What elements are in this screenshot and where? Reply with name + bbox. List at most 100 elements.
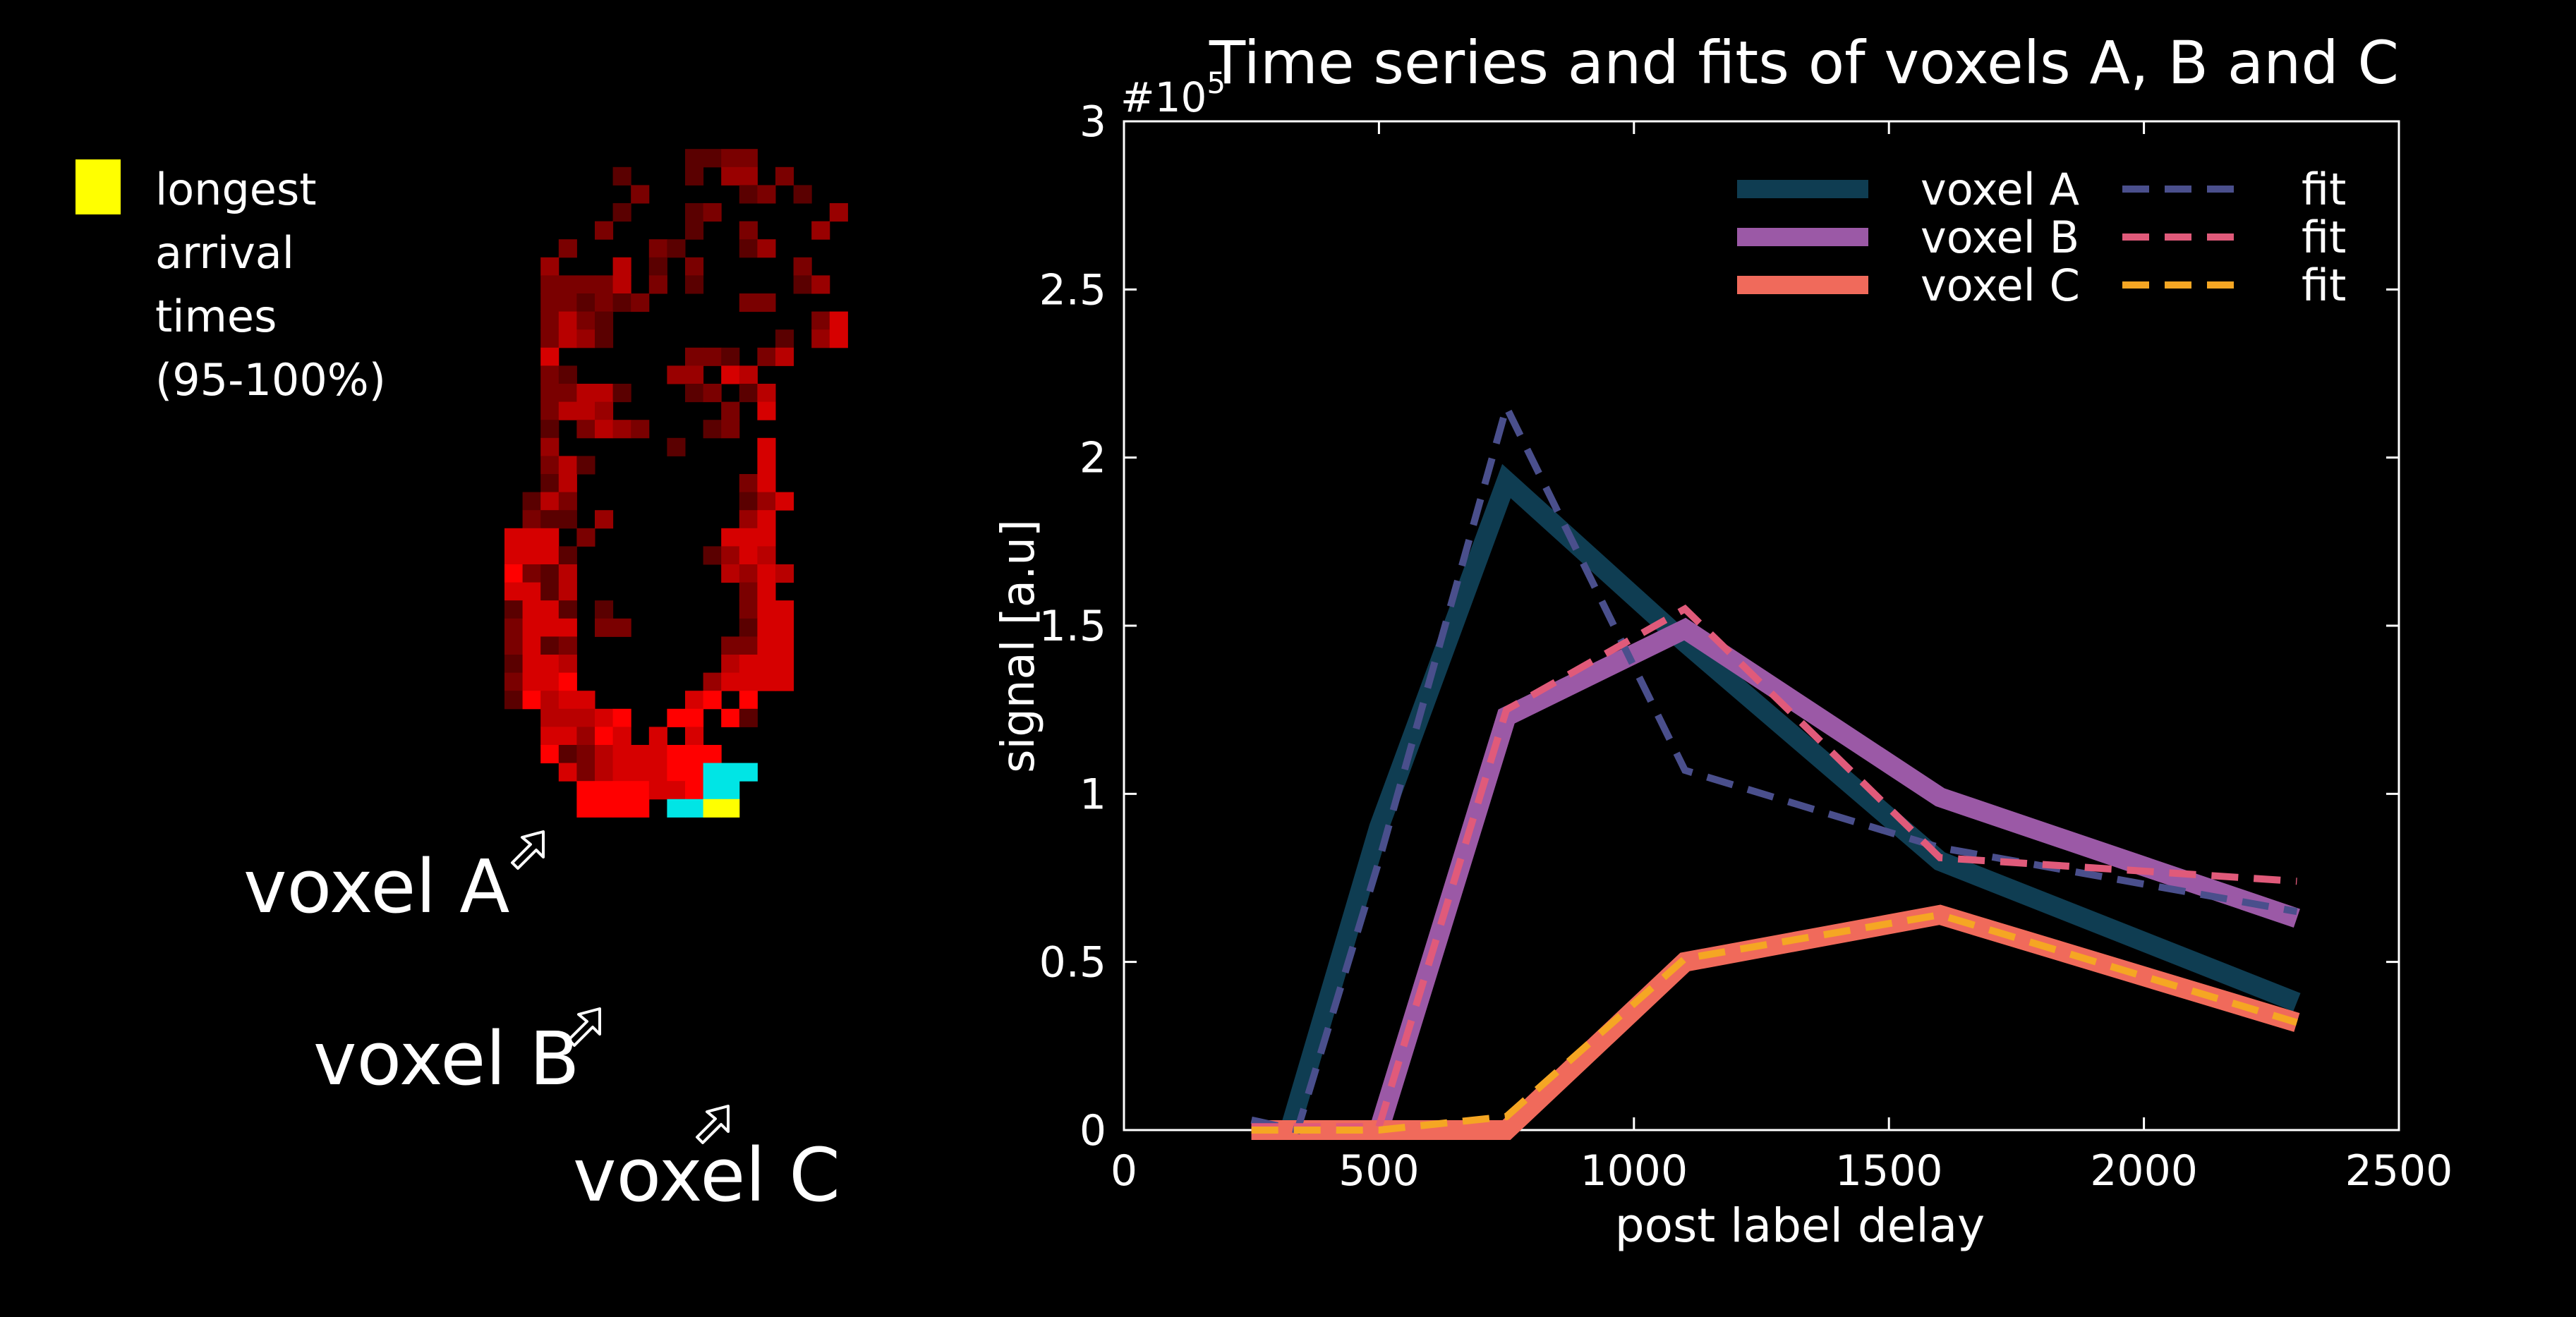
- voxel-cell: [811, 221, 830, 240]
- voxel-cell: [540, 474, 560, 493]
- voxel-cell: [811, 311, 830, 330]
- voxel-cell: [540, 546, 560, 565]
- voxel-cell: [522, 672, 541, 691]
- voxel-cell: [703, 149, 722, 168]
- voxel-cell: [558, 384, 577, 403]
- voxel-cell: [540, 636, 560, 655]
- voxel-cell: [504, 564, 524, 583]
- voxel-cell: [721, 401, 740, 420]
- voxel-cell: [522, 600, 541, 619]
- voxel-cell: [612, 708, 631, 727]
- voxel-cell: [775, 636, 794, 655]
- voxel-cell: [757, 510, 776, 529]
- voxel-cell: [775, 672, 794, 691]
- voxel-cell: [757, 492, 776, 511]
- legend-label-line-1: longest: [155, 164, 317, 215]
- legend-label-fit-voxel-c: fit: [2302, 260, 2346, 311]
- voxel-cell: [576, 763, 595, 782]
- voxel-map: [504, 149, 848, 1144]
- legend-label-line-2: arrival: [155, 227, 295, 279]
- voxel-cell: [739, 185, 758, 204]
- voxel-cell: [522, 492, 541, 511]
- voxel-cell: [540, 401, 560, 420]
- voxel-cell: [648, 275, 667, 294]
- y-axis-multiplier: #105: [1120, 66, 1226, 121]
- series-line-voxel-b: [1251, 617, 2300, 1140]
- voxel-cell: [540, 510, 560, 529]
- voxel-cell: [703, 347, 722, 366]
- voxel-cell: [631, 763, 650, 782]
- voxel-cell: [739, 672, 758, 691]
- y-axis-multiplier-base: #10: [1120, 73, 1207, 121]
- voxel-cell: [558, 564, 577, 583]
- voxel-cell: [540, 600, 560, 619]
- y-tick-label: 1: [1080, 770, 1106, 819]
- voxel-cell: [757, 401, 776, 420]
- voxel-cell: [558, 293, 577, 312]
- voxel-cell: [595, 799, 614, 818]
- y-tick-label: 3: [1080, 97, 1106, 147]
- voxel-cell: [504, 672, 524, 691]
- voxel-cell: [757, 528, 776, 547]
- voxel-cell: [739, 564, 758, 583]
- voxel-cell: [540, 672, 560, 691]
- series-line-fit-voxel-c: [1251, 911, 2298, 1134]
- voxel-cell: [685, 708, 704, 727]
- voxel-cell: [757, 618, 776, 637]
- y-axis-multiplier-exponent: 5: [1207, 66, 1226, 100]
- voxel-cell: [558, 329, 577, 348]
- voxel-b-arrow: [567, 1007, 601, 1047]
- voxel-cell: [576, 275, 595, 294]
- voxel-cell: [739, 636, 758, 655]
- voxel-cell: [685, 347, 704, 366]
- voxel-c-arrow: [696, 1105, 730, 1144]
- voxel-cell: [612, 727, 631, 746]
- voxel-cell: [685, 691, 704, 710]
- voxel-cell: [775, 166, 794, 186]
- voxel-cell: [829, 203, 848, 222]
- voxel-cell: [612, 203, 631, 222]
- voxel-cell: [685, 384, 704, 403]
- voxel-cell: [595, 401, 614, 420]
- voxel-cell: [576, 745, 595, 764]
- voxel-cell: [648, 781, 667, 800]
- voxel-cell: [522, 564, 541, 583]
- voxel-cell: [504, 582, 524, 601]
- voxel-cell: [631, 293, 650, 312]
- voxel-cell: [721, 528, 740, 547]
- voxel-cell: [558, 546, 577, 565]
- voxel-cell: [685, 275, 704, 294]
- voxel-cell: [721, 655, 740, 674]
- voxel-cell: [558, 691, 577, 710]
- voxel-cell: [595, 275, 614, 294]
- voxel-cell: [721, 672, 740, 691]
- voxel-cell: [595, 311, 614, 330]
- voxel-cell: [576, 329, 595, 348]
- y-tick-label: 0.5: [1039, 938, 1106, 988]
- voxel-cell: [739, 763, 758, 782]
- voxel-cell: [739, 365, 758, 384]
- legend-label-fit-voxel-b: fit: [2302, 212, 2346, 263]
- legend-label-longest-arrival: longest arrival times (95-100%): [155, 158, 386, 412]
- voxel-cell: [558, 311, 577, 330]
- x-tick-label: 500: [1338, 1146, 1420, 1196]
- voxel-cell: [576, 401, 595, 420]
- voxel-cell: [739, 239, 758, 258]
- voxel-cell: [612, 763, 631, 782]
- voxel-cell: [540, 384, 560, 403]
- voxel-cell: [721, 347, 740, 366]
- chart-title: Time series and fits of voxels A, B and …: [1209, 28, 2399, 97]
- voxel-cell: [757, 437, 776, 456]
- voxel-cell: [576, 420, 595, 439]
- voxel-cell: [540, 311, 560, 330]
- legend-label-line-3: times: [155, 291, 277, 342]
- voxel-cell: [612, 166, 631, 186]
- voxel-cell: [739, 708, 758, 727]
- y-tick-label: 0: [1080, 1106, 1106, 1155]
- voxel-cell: [775, 564, 794, 583]
- voxel-cell: [540, 564, 560, 583]
- voxel-cell: [612, 745, 631, 764]
- voxel-cell: [558, 763, 577, 782]
- voxel-cell: [703, 745, 722, 764]
